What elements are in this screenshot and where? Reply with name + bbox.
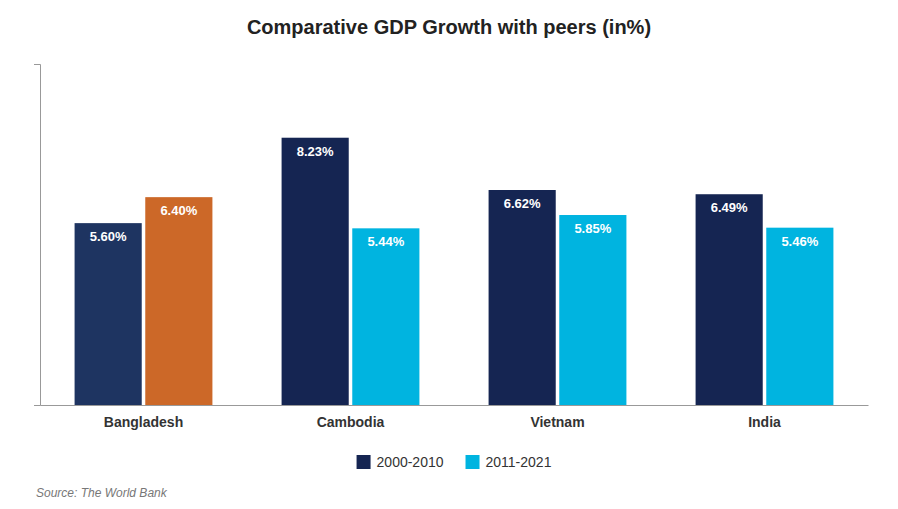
- chart: Comparative GDP Growth with peers (in%) 5…: [0, 0, 898, 509]
- source-note: Source: The World Bank: [36, 486, 168, 500]
- x-tick-label: Bangladesh: [104, 414, 183, 430]
- y-axis-line: [34, 65, 41, 406]
- legend-item: 2000-2010: [357, 454, 444, 470]
- x-tick: India: [748, 414, 781, 430]
- bar: [352, 228, 419, 405]
- x-axis: Bangladesh Cambodia Vietnam India: [41, 406, 869, 430]
- legend-swatch: [357, 455, 371, 469]
- bar: [282, 138, 349, 405]
- x-tick: Vietnam: [530, 414, 584, 430]
- bar: [75, 223, 142, 405]
- legend-label: 2000-2010: [377, 454, 444, 470]
- x-axis-line: [41, 405, 869, 406]
- data-label: 5.60%: [90, 229, 127, 244]
- title: Comparative GDP Growth with peers (in%): [247, 16, 651, 38]
- x-tick-label: Vietnam: [530, 414, 584, 430]
- data-label: 6.49%: [711, 200, 748, 215]
- y-axis: [34, 65, 41, 406]
- data-label: 5.44%: [367, 234, 404, 249]
- bar: [696, 194, 763, 405]
- data-label: 5.46%: [781, 234, 818, 249]
- x-tick-label: India: [748, 414, 781, 430]
- data-label: 5.85%: [574, 221, 611, 236]
- bar: [766, 228, 833, 405]
- legend-swatch: [466, 455, 480, 469]
- x-tick: Cambodia: [317, 414, 385, 430]
- legend-label: 2011-2021: [486, 454, 552, 470]
- bar: [559, 215, 626, 405]
- data-labels: 5.60% 8.23% 6.62% 6.49% 6.40% 5.44% 5.85% 5.46%: [90, 144, 819, 250]
- plot-area: [75, 138, 834, 405]
- bar: [145, 197, 212, 405]
- data-label: 8.23%: [297, 144, 334, 159]
- legend: 2000-2010 2011-2021: [357, 454, 552, 470]
- data-label: 6.62%: [504, 196, 541, 211]
- data-label: 6.40%: [160, 203, 197, 218]
- x-tick-label: Cambodia: [317, 414, 385, 430]
- legend-item: 2011-2021: [466, 454, 552, 470]
- x-tick: Bangladesh: [104, 414, 183, 430]
- bar: [489, 190, 556, 405]
